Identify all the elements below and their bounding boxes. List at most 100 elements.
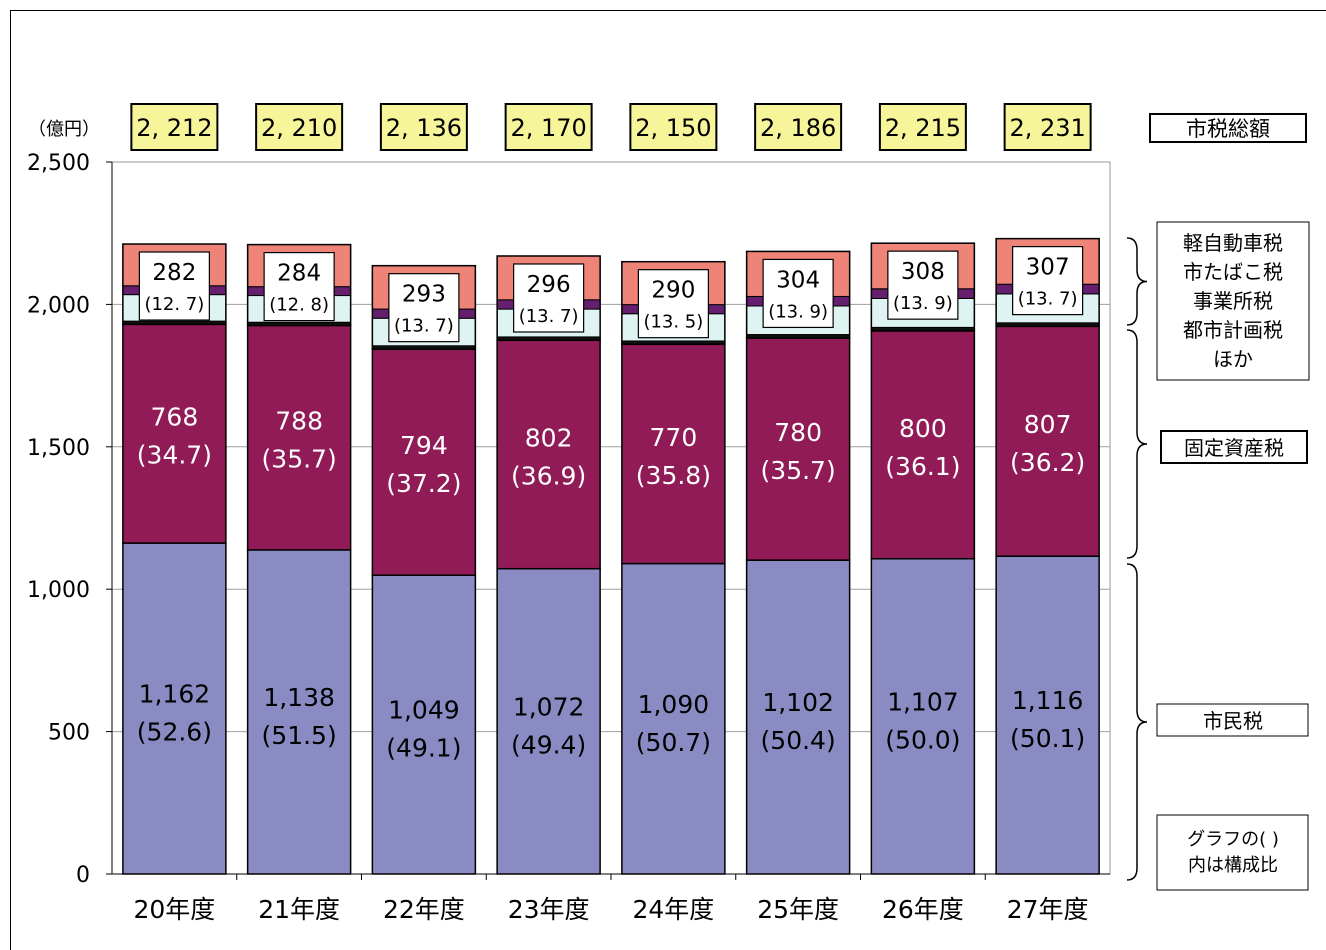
other-taxes-label-box	[388, 273, 460, 343]
legend-total-label: 市税総額	[1186, 117, 1270, 141]
legend-note-label: 内は構成比	[1188, 855, 1278, 876]
bar-resident-tax	[246, 549, 352, 875]
bar-share-label: (13. 7)	[394, 316, 454, 337]
bar-share-label: (50.7)	[636, 728, 711, 757]
total-value-box	[255, 103, 344, 151]
legend-other-taxes-label: 市たばこ税	[1183, 260, 1283, 284]
total-value-label: 2, 231	[1009, 114, 1085, 142]
total-value-label: 2, 150	[635, 114, 711, 142]
bar-value-label: 304	[776, 267, 820, 293]
bar-value-label: 282	[152, 260, 196, 286]
bar-resident-tax	[745, 559, 851, 875]
bar-resident-tax	[122, 542, 227, 875]
x-category-label: 27年度	[1007, 895, 1089, 924]
other-taxes-label-box	[637, 269, 709, 339]
bar-value-label: 1,162	[139, 680, 211, 709]
bar-value-label: 1,072	[513, 692, 585, 721]
bar-other-taxes	[745, 250, 851, 339]
legend-note-label: グラフの( )	[1187, 829, 1279, 850]
bar-value-label: 296	[527, 272, 571, 298]
legend-property-tax-box	[1160, 430, 1308, 464]
bar-value-label: 794	[400, 431, 448, 460]
bar-value-label: 290	[651, 278, 695, 304]
other-taxes-label-box	[887, 250, 959, 320]
total-value-label: 2, 215	[885, 114, 961, 142]
y-tick-label: 1,000	[27, 578, 90, 603]
bar-resident-tax	[621, 562, 726, 875]
chart-frame	[10, 10, 1326, 950]
bar-share-label: (12. 7)	[144, 294, 204, 315]
bar-share-label: (13. 7)	[519, 306, 579, 327]
bar-value-label: 1,138	[263, 683, 335, 712]
bar-share-label: (36.9)	[511, 461, 586, 490]
x-category-label: 23年度	[508, 895, 590, 924]
x-category-label: 21年度	[258, 895, 340, 924]
bar-resident-tax	[995, 555, 1100, 875]
bar-value-label: 1,090	[638, 690, 710, 719]
y-tick-label: 0	[76, 863, 90, 888]
bar-other-taxes	[371, 264, 477, 350]
bar-share-label: (12. 8)	[269, 295, 329, 316]
bar-share-label: (49.4)	[511, 730, 586, 759]
other-taxes-label-box	[1012, 246, 1084, 316]
bar-value-label: 1,107	[887, 687, 959, 716]
other-taxes-label-box	[762, 258, 834, 329]
bar-share-label: (37.2)	[386, 469, 461, 498]
x-category-label: 25年度	[757, 895, 839, 924]
bar-share-label: (35.8)	[636, 461, 711, 490]
bar-property-tax	[371, 348, 477, 576]
bar-share-label: (50.4)	[761, 726, 836, 755]
legend-other-taxes-label: 事業所税	[1193, 289, 1273, 313]
bar-value-label: 802	[525, 423, 573, 452]
bar-value-label: 770	[650, 423, 698, 452]
bar-share-label: (34.7)	[137, 441, 212, 470]
total-value-box	[504, 103, 593, 151]
y-tick-label: 500	[48, 721, 90, 746]
bar-share-label: (13. 9)	[893, 293, 953, 314]
total-value-label: 2, 186	[760, 114, 836, 142]
bar-share-label: (13. 7)	[1018, 289, 1078, 310]
y-tick-label: 2,500	[27, 151, 90, 176]
bar-other-taxes	[496, 255, 601, 342]
bar-value-label: 768	[151, 403, 199, 432]
legend-other-taxes-label: 都市計画税	[1183, 318, 1283, 342]
total-value-label: 2, 212	[136, 114, 212, 142]
y-tick-label: 1,500	[27, 436, 90, 461]
total-value-label: 2, 136	[386, 114, 462, 142]
bar-value-label: 293	[402, 282, 446, 308]
total-value-box	[878, 103, 967, 151]
total-value-label: 2, 210	[261, 114, 337, 142]
bar-value-label: 284	[277, 261, 321, 287]
bar-share-label: (50.1)	[1010, 724, 1085, 753]
y-tick-label: 2,000	[27, 293, 90, 318]
other-taxes-label-box	[263, 251, 335, 322]
legend-other-taxes-label: ほか	[1213, 347, 1253, 371]
x-category-label: 22年度	[383, 895, 465, 924]
legend-resident-tax-label: 市民税	[1203, 709, 1263, 733]
bar-other-taxes	[995, 237, 1100, 328]
bar-value-label: 780	[774, 418, 822, 447]
x-category-label: 20年度	[133, 895, 215, 924]
bar-value-label: 1,102	[762, 688, 834, 717]
total-value-box	[379, 103, 468, 151]
total-value-box	[754, 103, 843, 151]
brace-property-tax	[1126, 329, 1148, 559]
bar-resident-tax	[496, 567, 601, 875]
bar-other-taxes	[621, 260, 726, 346]
x-category-label: 26年度	[882, 895, 964, 924]
bar-share-label: (49.1)	[386, 734, 461, 763]
bar-other-taxes	[122, 243, 227, 326]
bar-value-label: 1,049	[388, 696, 460, 725]
bar-share-label: (51.5)	[262, 721, 337, 750]
bar-share-label: (50.0)	[885, 725, 960, 754]
bar-property-tax	[870, 330, 976, 560]
bar-share-label: (13. 5)	[643, 312, 703, 333]
bar-other-taxes	[870, 242, 976, 332]
bar-share-label: (36.2)	[1010, 448, 1085, 477]
bar-property-tax	[745, 337, 851, 561]
bar-value-label: 1,116	[1012, 686, 1084, 715]
other-taxes-label-box	[138, 251, 210, 321]
bar-property-tax	[621, 343, 726, 565]
bar-share-label: (35.7)	[761, 456, 836, 485]
bar-resident-tax	[371, 574, 477, 875]
